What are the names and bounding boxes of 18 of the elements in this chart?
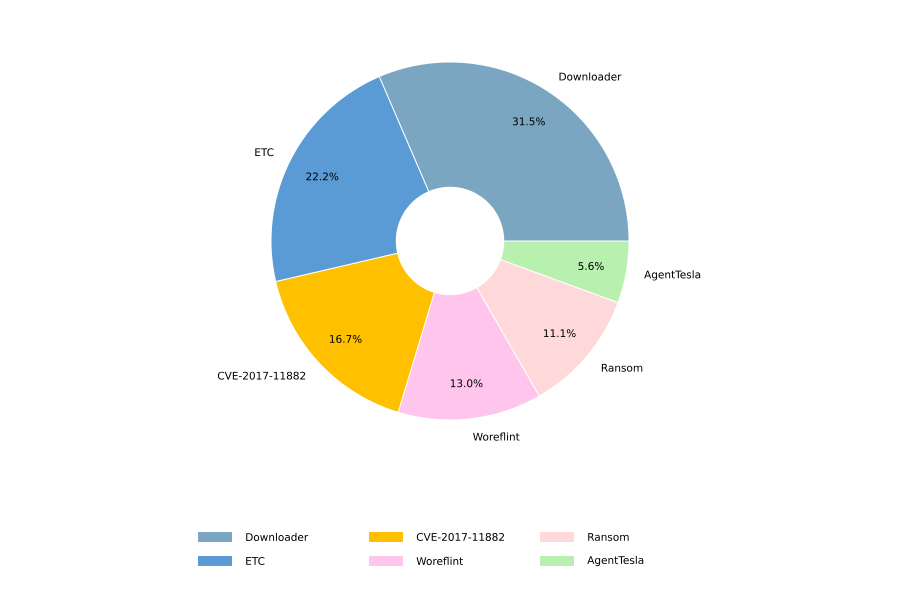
- legend-label: Ransom: [588, 533, 629, 541]
- legend-label: Downloader: [246, 532, 308, 542]
- legend-label: ETC: [246, 557, 264, 565]
- data-label: 16.7%: [330, 334, 362, 343]
- slice-label: AgentTesla: [644, 270, 700, 280]
- slice-label: ETC: [255, 148, 274, 156]
- legend-label: CVE-2017-11882: [416, 533, 504, 541]
- slice-label: Woreflint: [473, 432, 520, 441]
- slice-label: Ransom: [602, 364, 642, 372]
- data-label: 11.1%: [544, 329, 576, 338]
- slice-label: Downloader: [560, 72, 622, 81]
- legend-label: Woreflint: [416, 556, 463, 566]
- slice-label: CVE-2017-11882: [218, 372, 306, 380]
- data-label: 13.0%: [450, 379, 482, 388]
- data-label: 31.5%: [512, 117, 545, 126]
- data-label: 5.6%: [578, 262, 604, 270]
- legend-label: AgentTesla: [587, 556, 644, 566]
- data-label: 22.2%: [306, 172, 338, 180]
